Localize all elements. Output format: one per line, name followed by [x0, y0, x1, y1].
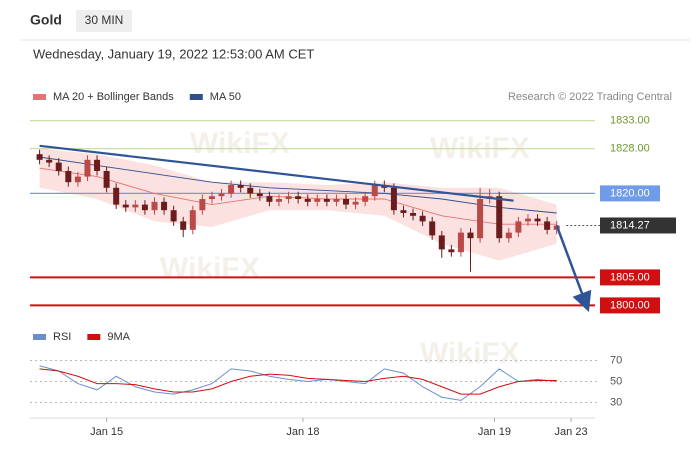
- candle-body: [448, 249, 455, 253]
- candle-body: [314, 199, 321, 202]
- bollinger-band: [39, 148, 557, 261]
- watermark: WikiFX: [190, 127, 290, 160]
- y-tick-label: 70: [610, 354, 622, 366]
- candle-body: [36, 154, 43, 160]
- candle-body: [285, 196, 292, 199]
- candle-body: [410, 213, 417, 216]
- watermark: WikiFX: [160, 252, 260, 285]
- candle-body: [371, 185, 378, 197]
- candle-body: [266, 196, 273, 202]
- timeframe: 30 MIN: [85, 13, 124, 27]
- candle-body: [228, 185, 235, 194]
- level-box: [600, 297, 660, 314]
- candle-body: [151, 201, 158, 211]
- candle-body: [113, 187, 120, 205]
- candle-body: [419, 215, 426, 222]
- legend-label: MA 50: [210, 91, 241, 103]
- candle-body: [295, 196, 302, 199]
- candle-body: [323, 199, 330, 202]
- candle-body: [333, 199, 340, 202]
- level-label: 1800.00: [610, 299, 650, 311]
- candle-body: [275, 199, 282, 202]
- credit: Research © 2022 Trading Central: [508, 91, 672, 103]
- ma-line: [39, 156, 557, 214]
- timeframe-box: [76, 10, 132, 32]
- candle-body: [505, 232, 512, 239]
- rsi-line: [39, 368, 557, 395]
- level-label: 1828.00: [610, 143, 650, 155]
- candle-body: [122, 204, 129, 208]
- last-price-box: [600, 217, 676, 234]
- candle-body: [170, 210, 177, 222]
- x-tick-label: Jan 19: [478, 426, 511, 438]
- candle-body: [141, 204, 148, 211]
- candle-body: [103, 171, 110, 188]
- legend-label: 9MA: [107, 331, 130, 343]
- level-box: [600, 269, 660, 286]
- candle-body: [55, 162, 62, 171]
- candle-body: [132, 204, 139, 208]
- level-label: 1805.00: [610, 271, 650, 283]
- x-tick-label: Jan 15: [90, 426, 123, 438]
- candle-body: [362, 196, 369, 202]
- level-label: 1820.00: [610, 187, 650, 199]
- legend-label: MA 20 + Bollinger Bands: [53, 91, 174, 103]
- legend-label: RSI: [53, 331, 71, 343]
- candle-body: [74, 176, 81, 183]
- candle-body: [352, 201, 359, 205]
- candle-body: [237, 185, 244, 188]
- candle-body: [65, 171, 72, 183]
- candle-body: [94, 159, 101, 171]
- trendline: [39, 144, 514, 202]
- candle-body: [304, 199, 311, 202]
- y-tick-label: 30: [610, 396, 622, 408]
- symbol: Gold: [30, 12, 62, 28]
- candle-body: [544, 221, 551, 230]
- candle-body: [208, 196, 215, 199]
- candle-body: [343, 199, 350, 205]
- candle-body: [84, 159, 91, 177]
- candle-body: [199, 199, 206, 211]
- candle-body: [400, 210, 407, 213]
- subtitle: Wednesday, January 19, 2022 12:53:00 AM …: [33, 46, 314, 61]
- candle-body: [438, 235, 445, 250]
- legend-swatch: [33, 334, 46, 340]
- last-price-label: 1814.27: [610, 219, 650, 231]
- legend-swatch: [33, 94, 46, 100]
- candle-body: [515, 221, 522, 233]
- candle-body: [161, 201, 168, 211]
- legend-swatch: [87, 334, 101, 340]
- candle-body: [534, 218, 541, 222]
- candle-body: [457, 232, 464, 253]
- candle-body: [524, 218, 531, 222]
- candle-body: [390, 187, 397, 211]
- x-tick-label: Jan 18: [286, 426, 319, 438]
- candle-body: [496, 196, 503, 239]
- candle-body: [46, 159, 53, 163]
- candle-body: [467, 232, 474, 239]
- candle-body: [256, 193, 263, 197]
- y-tick-label: 50: [610, 375, 622, 387]
- level-label: 1833.00: [610, 115, 650, 127]
- legend-swatch: [189, 94, 203, 100]
- candle-body: [429, 221, 436, 236]
- watermark: WikiFX: [420, 337, 520, 370]
- candle-body: [218, 193, 225, 197]
- rsi-line: [39, 365, 557, 401]
- forecast-arrow: [555, 225, 592, 312]
- candle-body: [477, 199, 484, 239]
- candle-body: [180, 221, 187, 230]
- candle-body: [189, 210, 196, 230]
- level-box: [600, 185, 660, 202]
- x-tick-label: Jan 23: [555, 426, 588, 438]
- candle-body: [247, 187, 254, 194]
